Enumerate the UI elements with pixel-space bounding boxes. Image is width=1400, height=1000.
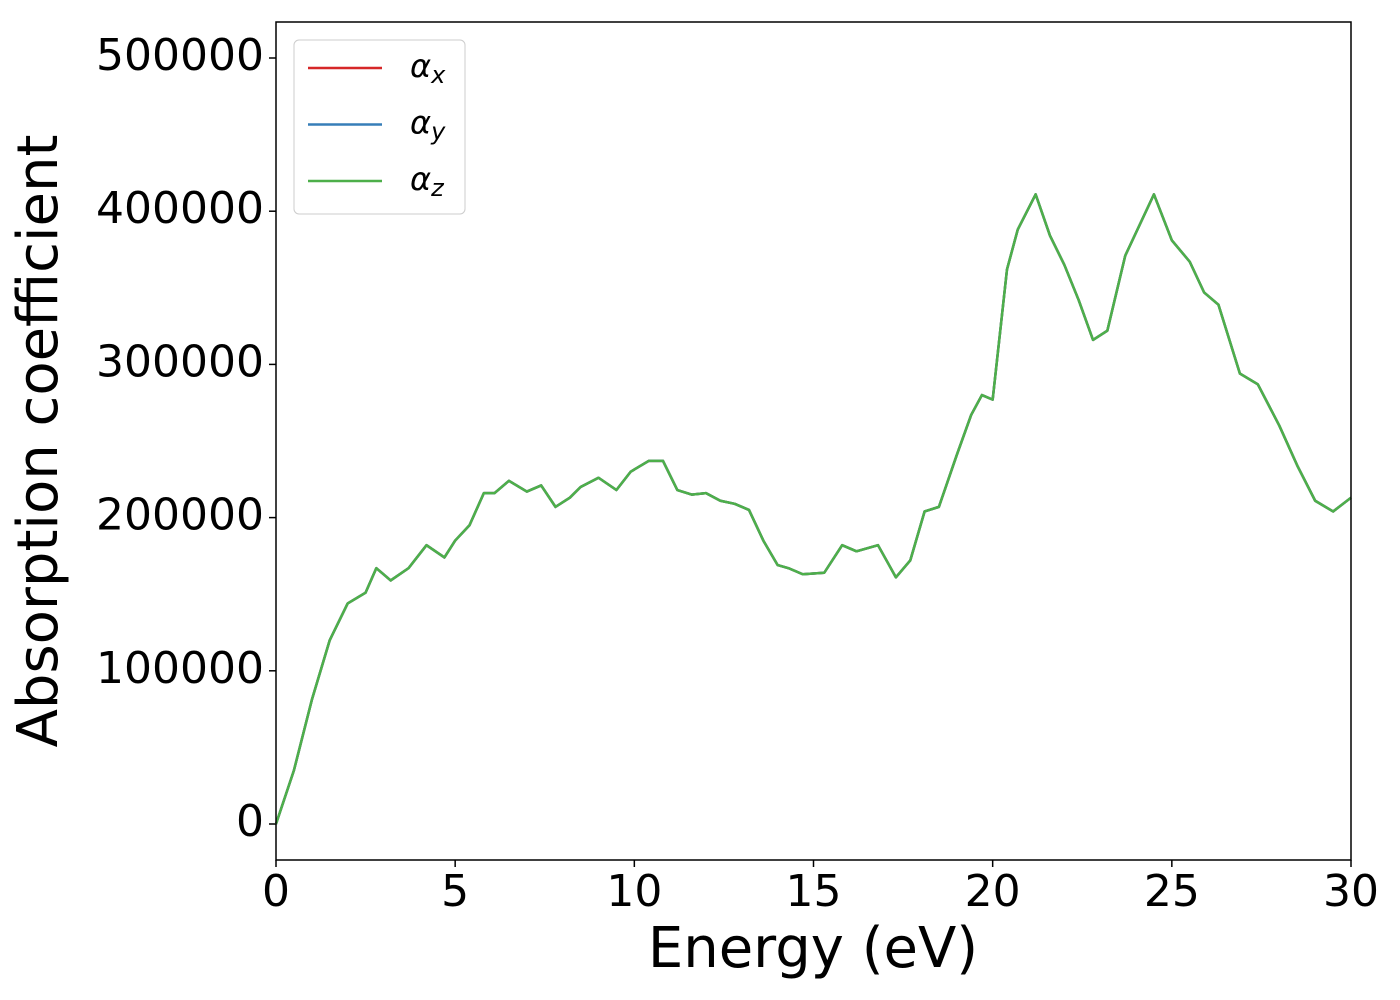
plot-frame bbox=[275, 21, 1352, 861]
x-tick-label: 5 bbox=[441, 866, 469, 917]
x-tick-label: 0 bbox=[262, 866, 290, 917]
legend: αx αy αz bbox=[293, 39, 466, 215]
y-axis-label: Absorption coefficient bbox=[6, 135, 71, 748]
y-tick-label: 0 bbox=[236, 796, 264, 847]
x-tick-label: 20 bbox=[965, 866, 1021, 917]
x-tick-label: 25 bbox=[1144, 866, 1200, 917]
x-tick-label: 15 bbox=[786, 866, 842, 917]
y-tick-label: 300000 bbox=[96, 336, 264, 387]
legend-label: αy bbox=[410, 104, 446, 146]
legend-label: αx bbox=[410, 47, 446, 89]
legend-box bbox=[293, 39, 466, 215]
y-tick-label: 200000 bbox=[96, 490, 264, 541]
legend-label: αz bbox=[410, 160, 445, 202]
line bbox=[274, 193, 1352, 825]
x-tick-label: 10 bbox=[606, 866, 662, 917]
y-tick-label: 500000 bbox=[96, 30, 264, 81]
x-axis-label: Energy (eV) bbox=[648, 916, 978, 981]
x-tick-label: 30 bbox=[1323, 866, 1379, 917]
line bbox=[274, 193, 1352, 825]
y-tick-label: 400000 bbox=[96, 183, 264, 234]
y-tick-label: 100000 bbox=[96, 643, 264, 694]
line bbox=[274, 193, 1352, 825]
